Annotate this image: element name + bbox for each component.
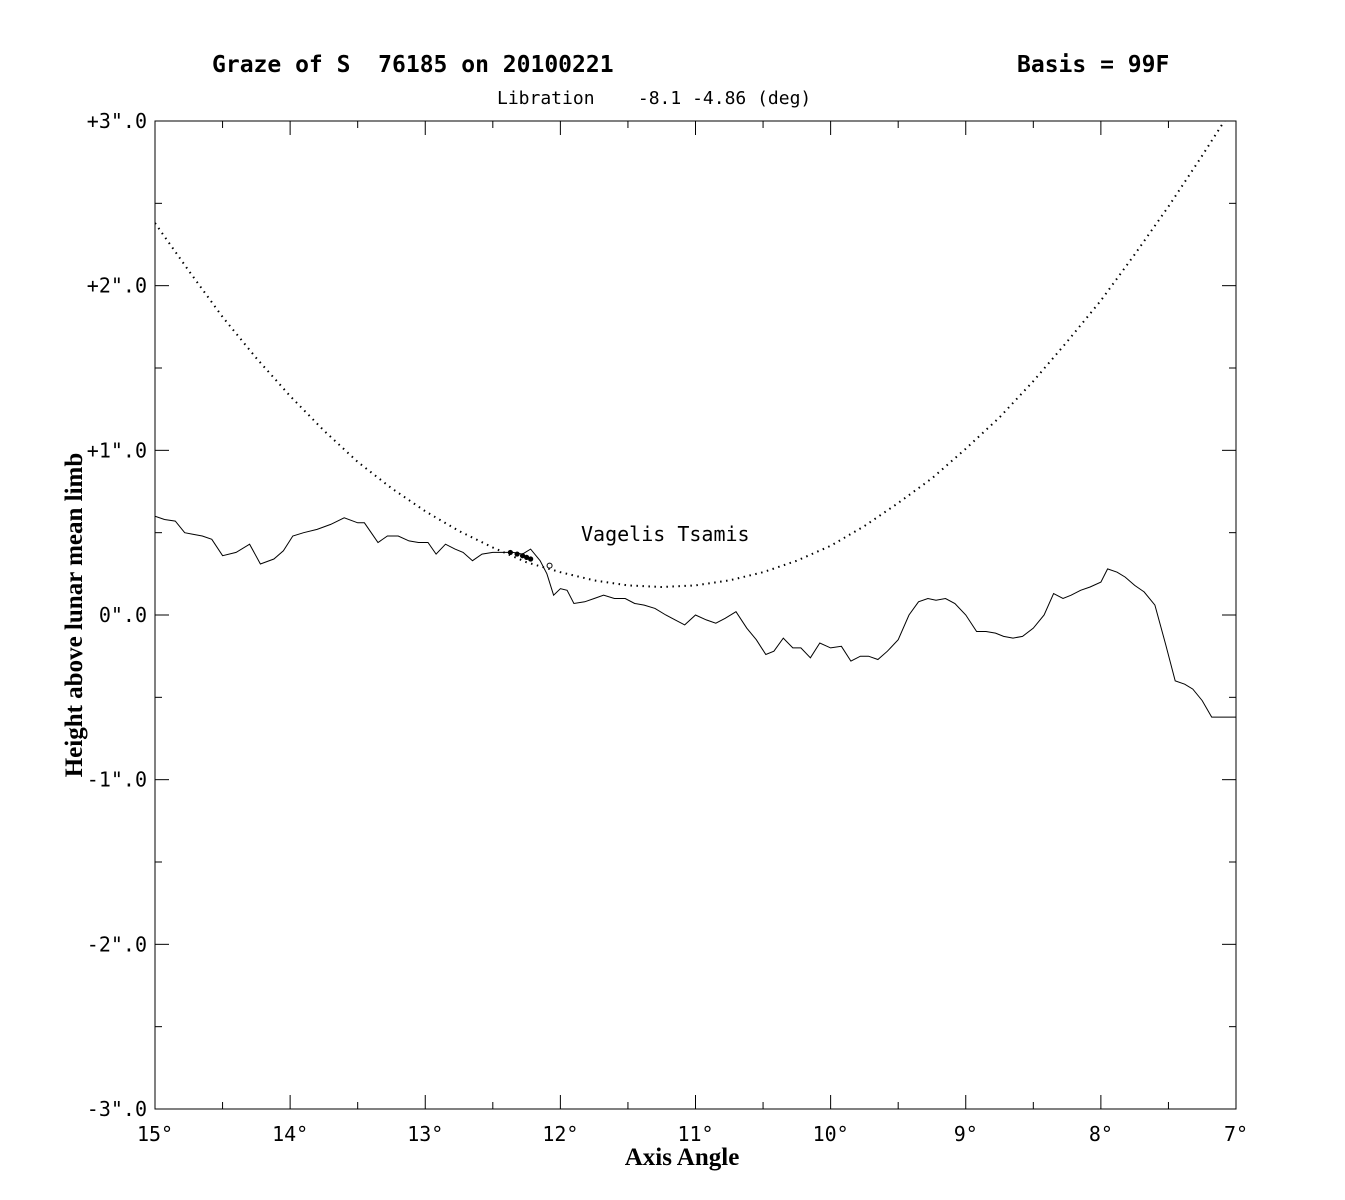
- predicted-path-line: [155, 121, 1226, 589]
- y-tick-label: +3".0: [87, 109, 147, 133]
- tick-layer: 15° 14° 13° 12° 11° 10° 9° 8° 7° +3".0 +2".0 +1".0 0…: [87, 109, 1248, 1146]
- x-tick-label: 8°: [1089, 1122, 1113, 1146]
- chart-title: Graze of S 76185 on 20100221: [212, 52, 614, 78]
- y-axis-label: Height above lunar mean limb: [61, 453, 88, 778]
- y-tick-label: -3".0: [87, 1097, 147, 1121]
- observer-annotation: Vagelis Tsamis: [581, 522, 750, 546]
- disappearance-marker: [523, 554, 530, 560]
- x-tick-label: 10°: [813, 1122, 849, 1146]
- x-axis-label: Axis Angle: [625, 1144, 740, 1171]
- lunar-limb-profile-line: [155, 515, 1236, 718]
- disappearance-marker: [528, 556, 534, 562]
- x-tick-label: 12°: [542, 1122, 578, 1146]
- x-tick-label: 15°: [137, 1122, 173, 1146]
- disappearance-marker: [514, 551, 520, 557]
- x-tick-label: 14°: [272, 1122, 308, 1146]
- y-tick-label: +2".0: [87, 274, 147, 298]
- x-tick-label: 7°: [1224, 1122, 1248, 1146]
- reappearance-marker: [546, 562, 553, 569]
- y-tick-label: -2".0: [87, 932, 147, 956]
- x-tick-label: 11°: [677, 1122, 713, 1146]
- y-tick-label: 0".0: [99, 603, 147, 627]
- y-tick-label: -1".0: [87, 768, 147, 792]
- disappearance-marker: [507, 549, 513, 556]
- y-tick-label: +1".0: [87, 438, 147, 462]
- x-tick-label: 13°: [407, 1122, 443, 1146]
- libration-subtitle: Libration -8.1 -4.86 (deg): [497, 88, 811, 109]
- basis-label: Basis = 99F: [1017, 52, 1169, 78]
- event-markers: [507, 549, 553, 569]
- series-layer: [155, 121, 1236, 718]
- plot-frame: [154, 120, 1237, 1110]
- x-tick-label: 9°: [954, 1122, 978, 1146]
- disappearance-marker: [519, 553, 526, 559]
